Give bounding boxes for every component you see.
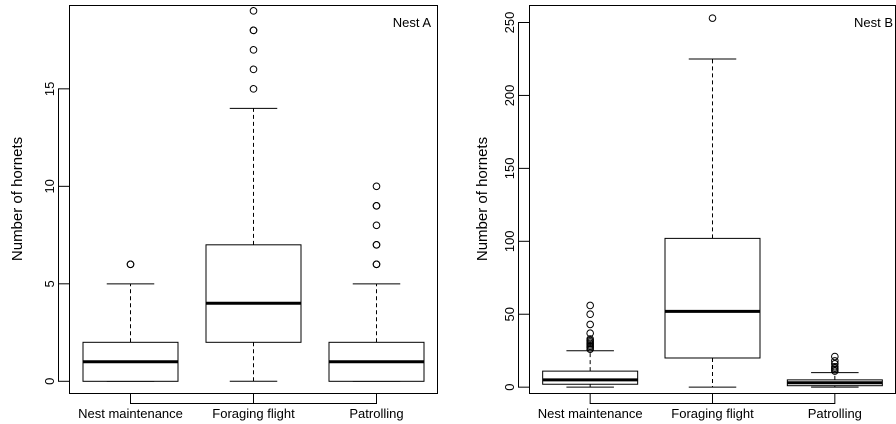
outlier-point (831, 357, 839, 365)
box-2 (664, 14, 761, 388)
y-tick-label: 15 (42, 82, 57, 96)
outlier-point (249, 7, 258, 15)
iqr-box (542, 370, 639, 385)
box-1 (542, 301, 639, 388)
x-tick-label: Nest maintenance (78, 406, 183, 421)
box-2 (205, 7, 302, 382)
box-3 (786, 352, 883, 388)
x-tick-label: Patrolling (349, 406, 403, 421)
x-tick-label: Foraging flight (671, 406, 754, 421)
y-tick-label: 200 (502, 85, 517, 107)
y-tick-label: 0 (502, 384, 517, 391)
outlier-point (586, 310, 594, 319)
outlier-point (126, 260, 135, 269)
outlier-point (372, 202, 381, 210)
outlier-point (586, 335, 594, 343)
x-tick-label: Nest maintenance (538, 406, 643, 421)
y-axis-label: Number of hornets (474, 137, 491, 261)
box-1 (82, 260, 179, 382)
outlier-point (586, 301, 594, 310)
y-tick-label: 150 (502, 158, 517, 180)
outlier-point (249, 46, 258, 54)
outlier-point (249, 85, 258, 93)
iqr-box (205, 244, 302, 343)
y-tick-label: 100 (502, 230, 517, 252)
box-3 (328, 182, 425, 382)
outlier-point (708, 14, 717, 22)
outlier-point (249, 65, 258, 74)
iqr-box (664, 237, 761, 359)
panel-label: Nest B (854, 15, 893, 30)
outlier-point (586, 329, 594, 337)
x-tick-label: Patrolling (808, 406, 862, 421)
chart-panel-2: Nest B 0 50 100 150 200 250 Number of hornets Ne… (474, 5, 896, 421)
panel-label: Nest A (393, 15, 432, 30)
y-tick-label: 0 (42, 378, 57, 385)
y-tick-label: 50 (502, 307, 517, 321)
x-tick-label: Foraging flight (212, 406, 295, 421)
outlier-point (372, 241, 381, 249)
chart-panel-1: Nest A 0 5 10 15 Number of hornets Nest mainte… (9, 5, 438, 421)
outlier-point (831, 362, 839, 371)
y-axis-label: Number of hornets (9, 137, 26, 261)
outlier-point (372, 221, 381, 230)
outlier-point (249, 26, 258, 35)
outlier-point (586, 320, 594, 329)
outlier-point (372, 260, 381, 269)
outlier-point (831, 360, 839, 368)
outlier-point (372, 182, 381, 191)
outlier-point (831, 352, 839, 361)
y-tick-label: 5 (42, 280, 57, 287)
y-tick-label: 250 (502, 12, 517, 34)
y-tick-label: 10 (42, 179, 57, 193)
